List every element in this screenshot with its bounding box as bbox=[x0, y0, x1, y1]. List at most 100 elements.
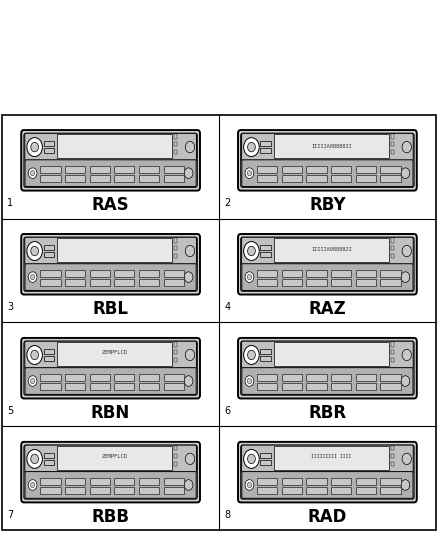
Circle shape bbox=[247, 171, 251, 176]
Circle shape bbox=[244, 138, 259, 157]
FancyBboxPatch shape bbox=[242, 445, 413, 473]
Circle shape bbox=[30, 482, 35, 488]
Circle shape bbox=[27, 138, 42, 157]
Bar bbox=[43, 453, 54, 458]
Bar bbox=[163, 478, 184, 485]
FancyBboxPatch shape bbox=[21, 130, 200, 191]
Bar bbox=[43, 349, 54, 354]
Bar bbox=[174, 246, 177, 251]
Bar bbox=[282, 279, 302, 286]
FancyBboxPatch shape bbox=[25, 445, 196, 473]
Circle shape bbox=[27, 241, 42, 261]
Bar bbox=[380, 487, 400, 494]
Text: IIIIIIIII IIII: IIIIIIIII IIII bbox=[311, 454, 352, 459]
Circle shape bbox=[30, 378, 35, 384]
Bar bbox=[174, 254, 177, 259]
Text: RAS: RAS bbox=[92, 196, 129, 214]
Text: 1: 1 bbox=[7, 198, 14, 208]
Bar bbox=[380, 374, 400, 381]
Bar bbox=[331, 383, 351, 390]
Text: RAD: RAD bbox=[308, 508, 347, 526]
Circle shape bbox=[402, 141, 411, 153]
Bar bbox=[274, 238, 389, 262]
Bar bbox=[257, 270, 277, 277]
Bar bbox=[307, 270, 327, 277]
FancyBboxPatch shape bbox=[238, 130, 417, 191]
Bar bbox=[391, 342, 394, 346]
Bar bbox=[163, 383, 184, 390]
Bar bbox=[139, 279, 159, 286]
Text: IIIIIA088882I: IIIIIA088882I bbox=[311, 143, 352, 149]
Bar bbox=[174, 238, 177, 243]
Bar bbox=[331, 166, 351, 173]
Text: RBY: RBY bbox=[309, 196, 346, 214]
Bar bbox=[114, 487, 134, 494]
FancyBboxPatch shape bbox=[238, 234, 417, 295]
Bar bbox=[40, 166, 60, 173]
Circle shape bbox=[245, 480, 254, 490]
Bar bbox=[257, 478, 277, 485]
Text: 7: 7 bbox=[7, 510, 14, 520]
Bar bbox=[380, 270, 400, 277]
Bar bbox=[40, 270, 60, 277]
Bar bbox=[307, 166, 327, 173]
Bar bbox=[260, 453, 271, 458]
Bar bbox=[90, 279, 110, 286]
Circle shape bbox=[247, 454, 255, 464]
Bar bbox=[90, 270, 110, 277]
Bar bbox=[174, 462, 177, 466]
FancyBboxPatch shape bbox=[24, 133, 197, 187]
Bar bbox=[163, 166, 184, 173]
Bar bbox=[380, 383, 400, 390]
Bar bbox=[356, 487, 376, 494]
Bar bbox=[331, 270, 351, 277]
FancyBboxPatch shape bbox=[21, 234, 200, 295]
Bar bbox=[282, 166, 302, 173]
Bar bbox=[391, 350, 394, 354]
Bar bbox=[174, 134, 177, 139]
Bar bbox=[43, 141, 54, 147]
Bar bbox=[260, 141, 271, 147]
FancyBboxPatch shape bbox=[25, 264, 196, 290]
FancyBboxPatch shape bbox=[242, 472, 413, 498]
Bar bbox=[257, 175, 277, 182]
Circle shape bbox=[402, 245, 411, 257]
Text: RBN: RBN bbox=[91, 404, 130, 422]
Circle shape bbox=[28, 168, 37, 179]
Bar bbox=[139, 270, 159, 277]
FancyBboxPatch shape bbox=[24, 237, 197, 291]
Circle shape bbox=[401, 480, 410, 490]
Bar bbox=[391, 238, 394, 243]
Bar bbox=[163, 374, 184, 381]
Circle shape bbox=[31, 454, 39, 464]
Bar bbox=[40, 374, 60, 381]
Circle shape bbox=[184, 272, 193, 282]
Bar bbox=[260, 356, 271, 361]
Bar bbox=[331, 279, 351, 286]
Bar bbox=[65, 487, 85, 494]
Bar bbox=[65, 270, 85, 277]
Bar bbox=[307, 383, 327, 390]
Circle shape bbox=[184, 480, 193, 490]
Bar bbox=[391, 446, 394, 450]
Bar bbox=[260, 252, 271, 257]
Bar bbox=[274, 342, 389, 366]
Bar bbox=[57, 134, 172, 158]
Bar bbox=[163, 279, 184, 286]
Bar bbox=[274, 446, 389, 470]
Bar bbox=[331, 175, 351, 182]
Bar bbox=[163, 487, 184, 494]
Bar bbox=[356, 478, 376, 485]
Bar bbox=[282, 270, 302, 277]
Circle shape bbox=[185, 141, 194, 153]
FancyBboxPatch shape bbox=[25, 160, 196, 187]
Bar bbox=[90, 487, 110, 494]
Bar bbox=[163, 175, 184, 182]
FancyBboxPatch shape bbox=[24, 341, 197, 395]
Circle shape bbox=[244, 345, 259, 365]
Bar bbox=[65, 166, 85, 173]
FancyBboxPatch shape bbox=[241, 237, 414, 291]
Bar bbox=[282, 175, 302, 182]
Bar bbox=[174, 446, 177, 450]
Circle shape bbox=[247, 142, 255, 152]
